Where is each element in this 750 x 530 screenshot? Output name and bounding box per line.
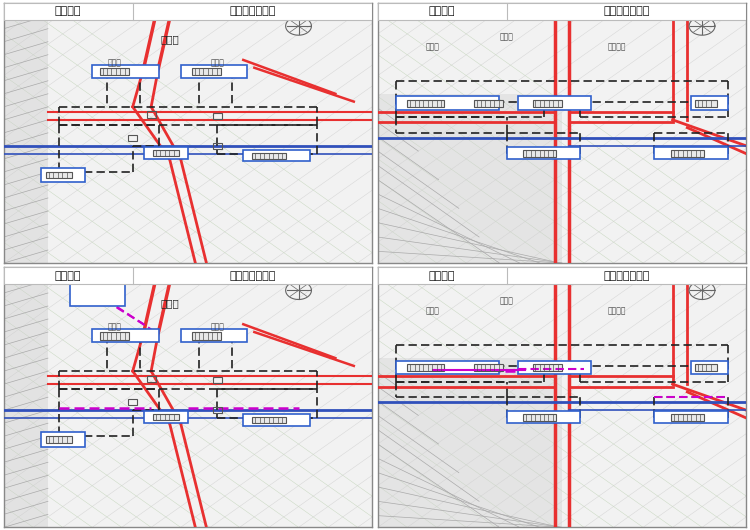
Text: 王士屯: 王士屯 xyxy=(107,58,122,67)
Text: 变更后总平面图: 变更后总平面图 xyxy=(603,270,650,280)
Bar xyxy=(70,280,125,306)
Bar xyxy=(100,332,129,340)
Text: 上河村: 上河村 xyxy=(426,307,440,316)
Bar xyxy=(378,358,562,527)
Text: 红椿路: 红椿路 xyxy=(211,58,224,67)
Bar xyxy=(524,150,556,156)
Bar xyxy=(378,94,562,263)
Bar xyxy=(654,411,728,423)
Bar xyxy=(396,361,500,374)
Bar xyxy=(128,399,137,405)
Bar xyxy=(507,147,580,159)
Bar xyxy=(378,267,746,284)
Bar xyxy=(153,414,178,420)
Bar xyxy=(92,330,158,342)
Bar xyxy=(4,267,48,527)
Bar xyxy=(407,100,444,107)
Bar xyxy=(654,147,728,159)
Bar xyxy=(670,414,704,421)
Text: 红椿路: 红椿路 xyxy=(500,296,514,305)
Bar xyxy=(518,96,592,110)
Text: 王士屯: 王士屯 xyxy=(107,322,122,331)
Bar xyxy=(181,65,247,78)
Bar xyxy=(670,150,704,156)
Bar xyxy=(253,153,286,159)
Text: 红椿路站: 红椿路站 xyxy=(429,270,455,280)
Text: 变更前总平面图: 变更前总平面图 xyxy=(603,6,650,16)
Bar xyxy=(694,100,717,107)
Bar xyxy=(144,147,188,159)
Text: 红椿路: 红椿路 xyxy=(500,32,514,41)
Bar xyxy=(524,414,556,421)
Bar xyxy=(473,100,503,107)
Bar xyxy=(100,68,129,75)
Text: 红椿路: 红椿路 xyxy=(211,322,224,331)
Bar xyxy=(46,172,72,178)
Bar xyxy=(694,364,717,371)
Bar xyxy=(213,143,222,149)
Bar xyxy=(213,407,222,413)
Bar xyxy=(518,361,592,374)
Bar xyxy=(192,332,221,340)
Text: 上河村: 上河村 xyxy=(426,42,440,51)
Bar xyxy=(691,361,728,374)
Bar xyxy=(691,96,728,110)
Text: 上河村站: 上河村站 xyxy=(55,270,82,280)
Bar xyxy=(92,65,158,78)
Text: 上河村: 上河村 xyxy=(160,34,179,44)
Bar xyxy=(181,330,247,342)
Bar xyxy=(243,414,310,426)
Bar xyxy=(532,364,562,371)
Bar xyxy=(4,3,48,263)
Bar xyxy=(153,149,178,156)
Text: 上河村站: 上河村站 xyxy=(55,6,82,16)
Text: 变更后总平面图: 变更后总平面图 xyxy=(230,270,276,280)
Bar xyxy=(4,267,372,284)
Bar xyxy=(147,376,155,382)
Bar xyxy=(473,364,503,371)
Bar xyxy=(507,411,580,423)
Text: 城建学院: 城建学院 xyxy=(608,42,626,51)
Bar xyxy=(4,3,372,20)
Bar xyxy=(396,96,500,110)
Bar xyxy=(144,411,188,423)
Bar xyxy=(532,100,562,107)
Text: 上河村: 上河村 xyxy=(160,298,179,308)
Bar xyxy=(213,113,222,119)
Bar xyxy=(192,68,221,75)
Bar xyxy=(378,3,746,20)
Bar xyxy=(213,377,222,383)
Text: 城建学院: 城建学院 xyxy=(608,307,626,316)
Bar xyxy=(46,436,72,443)
Text: 红椿路站: 红椿路站 xyxy=(429,6,455,16)
Bar xyxy=(243,150,310,162)
Bar xyxy=(147,111,155,118)
Bar xyxy=(128,135,137,141)
Bar xyxy=(40,432,85,447)
Bar xyxy=(407,364,444,371)
Text: 变更前总平面图: 变更前总平面图 xyxy=(230,6,276,16)
Bar xyxy=(253,417,286,423)
Bar xyxy=(40,168,85,182)
